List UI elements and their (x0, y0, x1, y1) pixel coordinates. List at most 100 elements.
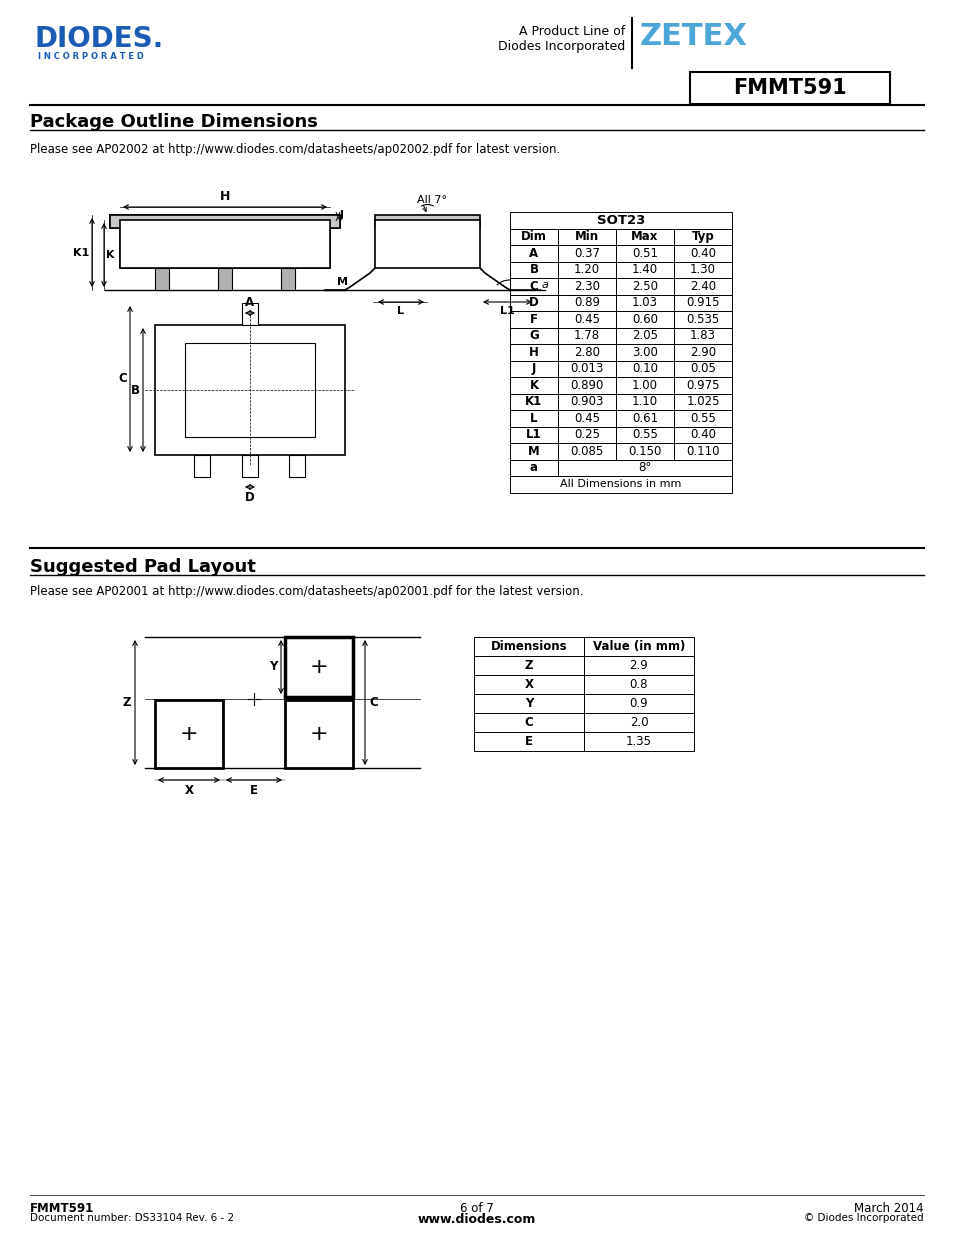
Bar (673, 245, 731, 262)
Text: K: K (106, 249, 114, 261)
Text: ZETEX: ZETEX (639, 22, 747, 51)
Bar (558, 394, 616, 410)
Text: G: G (529, 330, 538, 342)
Text: SOT23: SOT23 (597, 214, 644, 227)
Bar (616, 394, 673, 410)
Text: Diodes Incorporated: Diodes Incorporated (497, 40, 624, 53)
Text: L1: L1 (499, 306, 515, 316)
Bar (474, 676, 583, 694)
Bar (194, 454, 211, 477)
Bar (510, 426, 558, 443)
Bar (583, 676, 693, 694)
Bar (616, 262, 673, 278)
Bar (616, 294, 673, 311)
Text: A Product Line of: A Product Line of (518, 25, 624, 38)
Text: C: C (369, 697, 377, 709)
Text: Max: Max (631, 230, 658, 243)
Text: 0.10: 0.10 (631, 362, 658, 375)
Text: FMMT591: FMMT591 (732, 78, 846, 98)
Bar (510, 245, 558, 262)
Text: Y: Y (524, 697, 533, 710)
Text: 2.05: 2.05 (631, 330, 658, 342)
Text: 1.10: 1.10 (631, 395, 658, 409)
Text: A: A (245, 296, 254, 309)
Bar (558, 245, 616, 262)
Bar (558, 327, 616, 345)
Text: I N C O R P O R A T E D: I N C O R P O R A T E D (38, 52, 144, 61)
Text: 0.05: 0.05 (689, 362, 715, 375)
Text: M: M (528, 445, 539, 458)
Text: +: + (179, 724, 198, 743)
Text: 0.975: 0.975 (685, 379, 719, 391)
Bar (558, 426, 616, 443)
Text: E: E (250, 784, 257, 797)
Text: H: H (219, 190, 230, 203)
Bar (616, 377, 673, 394)
Bar (673, 443, 731, 459)
Bar (689, 72, 889, 104)
Bar (616, 245, 673, 262)
Bar (583, 694, 693, 713)
Text: M: M (336, 277, 348, 287)
Text: B: B (529, 263, 537, 277)
Text: 0.085: 0.085 (570, 445, 603, 458)
Bar (285, 700, 353, 768)
Text: K: K (529, 379, 538, 391)
Bar (375, 215, 479, 228)
Text: Dimensions: Dimensions (490, 640, 567, 653)
Bar (583, 656, 693, 676)
Text: 0.013: 0.013 (570, 362, 603, 375)
Text: 3.00: 3.00 (632, 346, 658, 358)
Bar (616, 311, 673, 327)
Text: E: E (524, 735, 533, 748)
Bar (281, 268, 294, 290)
Text: 1.78: 1.78 (574, 330, 599, 342)
Bar (110, 215, 339, 228)
Text: 0.535: 0.535 (685, 312, 719, 326)
Bar (673, 327, 731, 345)
Text: 1.20: 1.20 (574, 263, 599, 277)
Bar (583, 637, 693, 656)
Bar (558, 443, 616, 459)
Bar (510, 228, 558, 245)
Bar (616, 426, 673, 443)
Bar (558, 459, 731, 475)
Bar (616, 410, 673, 426)
Bar (616, 228, 673, 245)
Text: 0.8: 0.8 (629, 678, 648, 692)
Bar (510, 475, 731, 493)
Text: 6 of 7: 6 of 7 (459, 1202, 494, 1215)
Text: All Dimensions in mm: All Dimensions in mm (559, 479, 681, 489)
Text: 1.83: 1.83 (689, 330, 716, 342)
Text: 2.0: 2.0 (629, 716, 648, 729)
Bar (474, 637, 583, 656)
Bar (474, 732, 583, 751)
Text: 0.890: 0.890 (570, 379, 603, 391)
Bar (154, 268, 169, 290)
Bar (510, 361, 558, 377)
Text: 0.903: 0.903 (570, 395, 603, 409)
Bar (673, 410, 731, 426)
Text: 2.50: 2.50 (631, 280, 658, 293)
Text: 0.60: 0.60 (631, 312, 658, 326)
Text: © Diodes Incorporated: © Diodes Incorporated (803, 1213, 923, 1223)
Bar (154, 325, 345, 454)
Bar (510, 345, 558, 361)
Text: D: D (529, 296, 538, 309)
Bar (510, 311, 558, 327)
Bar (673, 278, 731, 294)
Text: 0.9: 0.9 (629, 697, 648, 710)
Text: Typ: Typ (691, 230, 714, 243)
Text: a: a (541, 280, 548, 290)
Text: 8°: 8° (638, 461, 651, 474)
Text: Package Outline Dimensions: Package Outline Dimensions (30, 112, 317, 131)
Text: F: F (530, 312, 537, 326)
Text: J: J (531, 362, 536, 375)
Text: 0.110: 0.110 (685, 445, 719, 458)
Bar (510, 327, 558, 345)
Bar (616, 443, 673, 459)
Bar (154, 700, 223, 768)
Text: X: X (184, 784, 193, 797)
Bar (616, 361, 673, 377)
Bar (673, 345, 731, 361)
